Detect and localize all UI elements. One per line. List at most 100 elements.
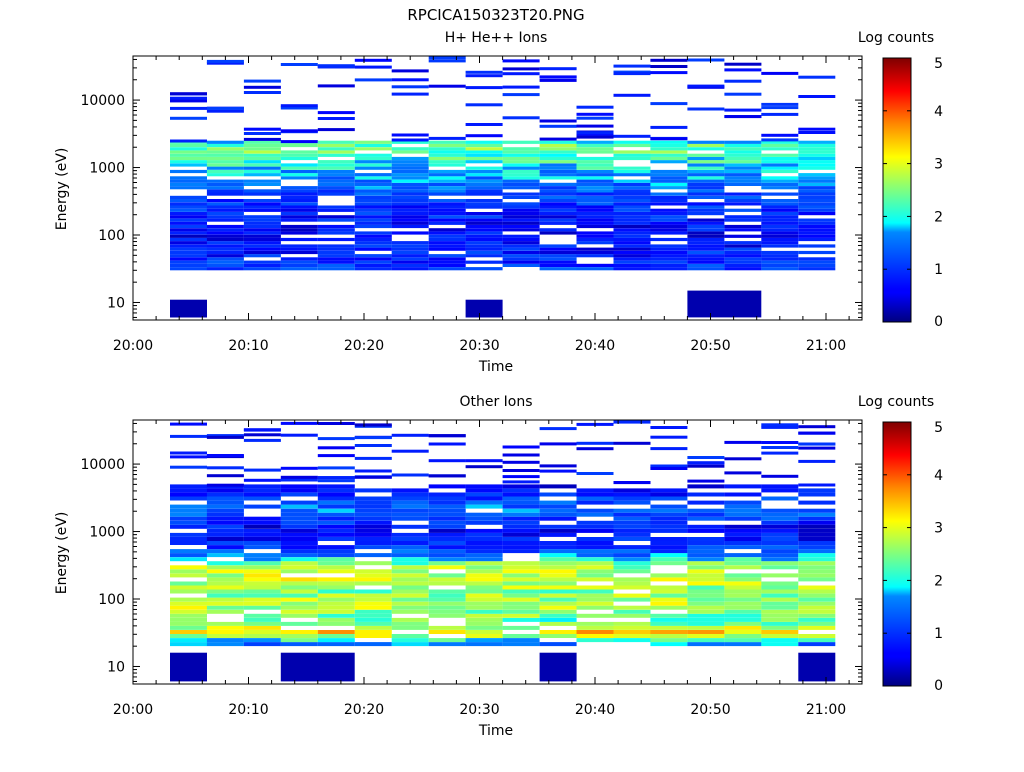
heatmap-cell xyxy=(465,182,503,186)
heatmap-cell xyxy=(798,208,836,212)
heatmap-cell xyxy=(798,231,836,235)
heatmap-cell xyxy=(243,484,281,489)
heatmap-cell xyxy=(465,156,503,161)
heatmap-cell xyxy=(280,199,318,203)
heatmap-cell xyxy=(354,581,392,586)
heatmap-cell xyxy=(613,189,651,193)
heatmap-cell xyxy=(280,257,318,261)
heatmap-cell xyxy=(317,512,355,517)
heatmap-cell xyxy=(724,528,762,533)
heatmap-cell xyxy=(317,553,355,558)
heatmap-cell xyxy=(317,173,355,177)
heatmap-cell xyxy=(243,630,281,634)
heatmap-cell xyxy=(724,457,762,461)
heatmap-cell xyxy=(761,147,799,151)
heatmap-cell xyxy=(243,205,281,209)
heatmap-cell xyxy=(354,224,392,229)
heatmap-cell xyxy=(724,173,762,177)
heatmap-cell xyxy=(687,565,725,570)
heatmap-cell xyxy=(798,224,836,229)
colorbar: Log counts 0 1 2 3 4 5 xyxy=(858,30,943,330)
heatmap-cell xyxy=(687,163,725,167)
heatmap-cell xyxy=(724,92,762,96)
heatmap-cell xyxy=(798,483,836,487)
heatmap-cell xyxy=(317,642,355,647)
heatmap-cell xyxy=(761,474,799,478)
heatmap-cell xyxy=(243,492,281,497)
heatmap-cell xyxy=(170,116,207,120)
heatmap-cell xyxy=(465,166,503,170)
heatmap-cell xyxy=(391,192,429,196)
heatmap-cell xyxy=(170,179,207,183)
heatmap-cell xyxy=(798,532,836,537)
heatmap-cell xyxy=(391,524,429,529)
heatmap-cell xyxy=(761,621,799,626)
heatmap-cell xyxy=(687,634,725,638)
heatmap-cell xyxy=(761,617,799,622)
heatmap-cell xyxy=(539,557,577,562)
heatmap-cell xyxy=(391,208,429,212)
heatmap-cell xyxy=(798,228,836,232)
heatmap-cell xyxy=(650,147,688,151)
x-axis: 20:00 20:10 20:20 20:30 20:40 20:50 21:00 xyxy=(113,420,850,718)
heatmap-cell xyxy=(650,195,688,199)
heatmap-cell xyxy=(687,553,725,558)
heatmap-cell xyxy=(539,541,577,545)
heatmap-cell xyxy=(317,532,355,537)
heatmap-cell xyxy=(206,140,244,144)
heatmap-cell xyxy=(576,605,614,610)
heatmap-cell xyxy=(798,95,836,98)
heatmap-cell xyxy=(391,195,429,199)
heatmap-cell xyxy=(170,215,207,219)
heatmap-cell xyxy=(243,597,281,602)
y-tick-label: 10 xyxy=(107,659,125,675)
heatmap-cell xyxy=(317,492,355,497)
heatmap-cell xyxy=(613,605,651,610)
heatmap-cell xyxy=(724,541,762,545)
heatmap-cell xyxy=(687,613,725,618)
heatmap-cell xyxy=(650,65,688,68)
heatmap-cell xyxy=(170,156,207,161)
heatmap-cell xyxy=(243,241,281,245)
heatmap-cell xyxy=(354,541,392,545)
heatmap-cell xyxy=(687,630,725,634)
heatmap-cell xyxy=(724,156,762,161)
heatmap-cell xyxy=(317,508,355,513)
heatmap-cell xyxy=(428,625,466,630)
panel-title: H+ He++ Ions xyxy=(445,30,548,46)
heatmap-cell xyxy=(724,115,762,119)
heatmap-cell xyxy=(280,488,318,493)
heatmap-cell xyxy=(206,224,244,229)
heatmap-cell xyxy=(650,224,688,229)
heatmap-cell xyxy=(539,143,577,148)
heatmap-cell xyxy=(317,476,355,480)
heatmap-cell xyxy=(428,212,466,216)
heatmap-cell xyxy=(539,78,577,82)
heatmap-cell xyxy=(428,601,466,606)
heatmap-cell xyxy=(613,241,651,245)
heatmap-cell xyxy=(687,638,725,643)
heatmap-cell xyxy=(798,488,836,493)
heatmap-cell xyxy=(724,573,762,578)
heatmap-cell xyxy=(613,224,651,229)
heatmap-cell xyxy=(576,508,614,513)
heatmap-cell xyxy=(170,581,207,586)
heatmap-cell xyxy=(761,163,799,167)
heatmap-cell xyxy=(465,500,503,505)
heatmap-cell xyxy=(502,160,540,164)
heatmap-cell xyxy=(798,131,836,134)
heatmap-cell xyxy=(428,512,466,517)
heatmap-cell xyxy=(465,254,503,258)
heatmap-cell xyxy=(243,143,281,148)
heatmap-cell xyxy=(206,642,244,647)
heatmap-cell xyxy=(170,638,207,643)
heatmap-cell xyxy=(317,446,355,450)
heatmap-cell xyxy=(317,479,355,483)
heatmap-cell xyxy=(798,446,836,450)
heatmap-cell xyxy=(650,512,688,517)
heatmap-cell xyxy=(761,254,799,258)
heatmap-cell xyxy=(576,441,614,445)
heatmap-cell xyxy=(170,524,207,529)
heatmap-cell xyxy=(243,192,281,196)
